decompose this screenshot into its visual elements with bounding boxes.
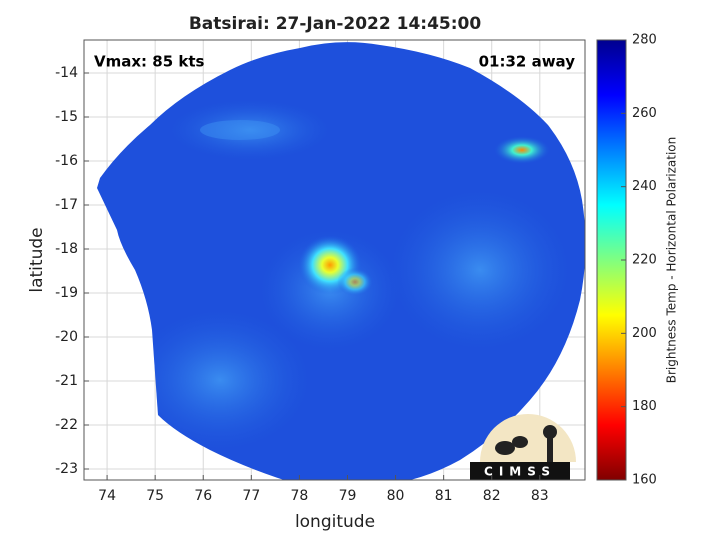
y-tick-label: -15: [55, 109, 78, 125]
colorbar-tick-label: 200: [632, 326, 657, 341]
y-tick-label: -16: [55, 153, 78, 169]
x-tick-label: 78: [290, 488, 308, 504]
x-tick-label: 76: [194, 488, 212, 504]
logo-text: CIMSS: [484, 465, 556, 479]
x-tick-label: 79: [339, 488, 357, 504]
colorbar-tick-label: 280: [632, 33, 657, 48]
colorbar-tick-label: 260: [632, 106, 657, 121]
colorbar-label: Brightness Temp - Horizontal Polarizatio…: [665, 137, 679, 384]
plot-frame: [83, 39, 586, 481]
y-tick-label: -14: [55, 65, 78, 81]
colorbar-tick-label: 240: [632, 179, 657, 194]
annotation: 01:32 away: [479, 53, 576, 71]
swath-image: [97, 42, 585, 480]
x-axis-label: longitude: [295, 512, 375, 532]
y-axis-label: latitude: [27, 227, 47, 292]
x-tick-label: 81: [435, 488, 453, 504]
x-tick-label: 77: [242, 488, 260, 504]
y-tick-label: -18: [55, 241, 78, 257]
y-tick-label: -21: [55, 373, 78, 389]
x-tick-label: 80: [387, 488, 405, 504]
chart-title: Batsirai: 27-Jan-2022 14:45:00: [189, 14, 482, 34]
colorbar-tick-label: 160: [632, 473, 657, 488]
cimss-logo: CIMSS: [470, 414, 576, 480]
y-tick-label: -19: [55, 285, 78, 301]
colorbar-tick-label: 180: [632, 399, 657, 414]
y-tick-label: -22: [55, 417, 78, 433]
y-tick-label: -17: [55, 197, 78, 213]
x-tick-label: 75: [146, 488, 164, 504]
x-tick-label: 83: [531, 488, 549, 504]
annotation: Vmax: 85 kts: [94, 53, 204, 71]
y-tick-label: -20: [55, 329, 78, 345]
x-tick-label: 74: [98, 488, 116, 504]
y-tick-label: -23: [55, 461, 78, 477]
x-tick-label: 82: [483, 488, 501, 504]
colorbar-tick-label: 220: [632, 253, 657, 268]
